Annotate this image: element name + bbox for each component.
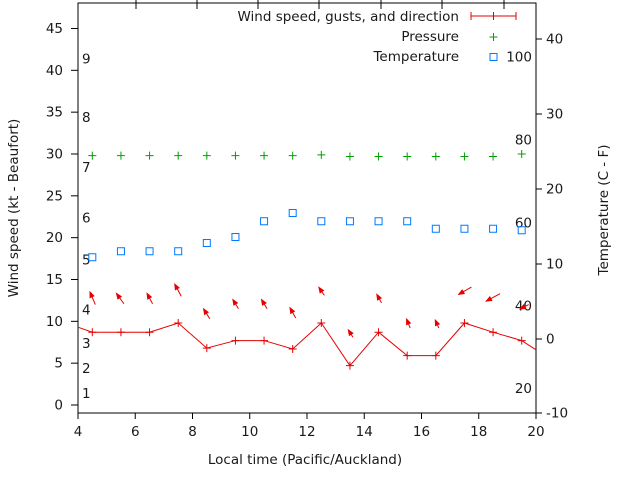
svg-text:8: 8: [82, 110, 91, 126]
series-wind: [77, 319, 537, 370]
svg-text:40: 40: [546, 32, 563, 48]
svg-text:10: 10: [241, 424, 258, 440]
left-axis-ticks: 0 5 10 15 20 25 30 35 40 45: [46, 21, 78, 414]
svg-text:7: 7: [82, 160, 91, 176]
svg-text:40: 40: [46, 63, 63, 79]
plot-border: [77, 2, 537, 414]
svg-text:45: 45: [46, 21, 63, 37]
pressure-scale-labels: 10080604020: [506, 50, 532, 398]
series-pressure: [88, 149, 526, 161]
svg-text:4: 4: [82, 302, 91, 318]
legend-label-wind: Wind speed, gusts, and direction: [237, 9, 459, 25]
svg-text:15: 15: [46, 272, 63, 288]
svg-text:2: 2: [82, 361, 91, 377]
x-axis-ticks: 4 6 8 10 12 14 16 18 20: [74, 413, 545, 440]
legend-symbols: [470, 12, 517, 61]
svg-text:5: 5: [82, 252, 91, 268]
svg-text:9: 9: [82, 51, 91, 67]
svg-text:14: 14: [356, 424, 373, 440]
svg-text:35: 35: [46, 105, 63, 121]
wind-direction-arrows: [89, 282, 529, 338]
svg-text:30: 30: [46, 146, 63, 162]
svg-text:60: 60: [515, 215, 532, 231]
legend-label-temperature: Temperature: [373, 49, 459, 65]
svg-text:6: 6: [82, 210, 91, 226]
svg-text:4: 4: [74, 424, 83, 440]
svg-text:1: 1: [82, 386, 91, 402]
svg-text:18: 18: [470, 424, 487, 440]
svg-text:12: 12: [298, 424, 315, 440]
svg-text:6: 6: [131, 424, 140, 440]
svg-text:-10: -10: [546, 406, 568, 422]
top-axis-ticks: [135, 0, 505, 9]
svg-text:100: 100: [506, 50, 532, 66]
svg-text:20: 20: [515, 381, 532, 397]
svg-text:20: 20: [46, 230, 63, 246]
svg-text:80: 80: [515, 133, 532, 149]
right-axis-ticks: -10 0 10 20 30 40: [536, 32, 568, 422]
svg-text:25: 25: [46, 188, 63, 204]
svg-text:0: 0: [546, 332, 555, 348]
series-temperature: [88, 209, 526, 262]
svg-text:20: 20: [527, 424, 544, 440]
svg-text:8: 8: [188, 424, 197, 440]
svg-text:10: 10: [546, 257, 563, 273]
svg-text:10: 10: [46, 314, 63, 330]
legend-label-pressure: Pressure: [401, 29, 459, 45]
svg-text:16: 16: [413, 424, 430, 440]
svg-text:20: 20: [546, 182, 563, 198]
left-axis-title: Wind speed (kt - Beaufort): [6, 118, 22, 298]
beaufort-scale-labels: 1 2 3 4 5 6 7 8 9: [82, 51, 91, 402]
svg-text:30: 30: [546, 107, 563, 123]
x-axis-title: Local time (Pacific/Auckland): [207, 452, 403, 468]
svg-text:5: 5: [54, 356, 63, 372]
svg-text:3: 3: [82, 336, 91, 352]
right-axis-title: Temperature (C - F): [596, 144, 612, 276]
svg-text:0: 0: [54, 398, 63, 414]
